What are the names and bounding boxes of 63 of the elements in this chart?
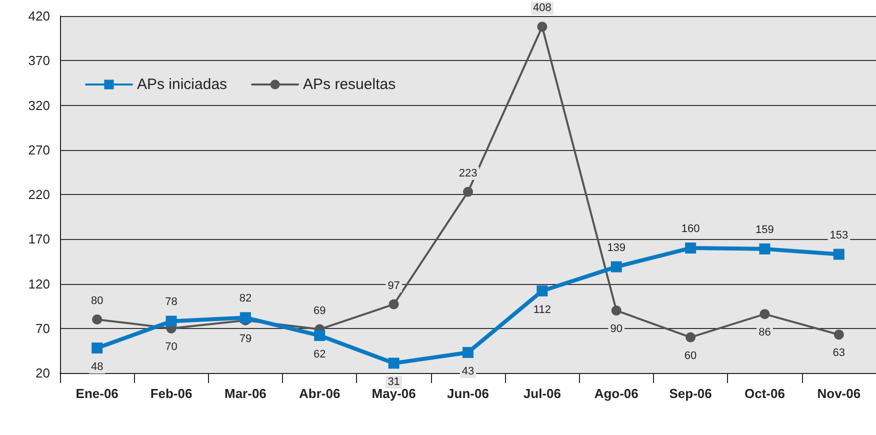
- x-tick-label: Jul-06: [523, 386, 561, 401]
- data-label: 160: [681, 223, 700, 236]
- point: [462, 346, 474, 358]
- data-label: 153: [830, 229, 848, 242]
- point: [463, 186, 473, 197]
- point: [760, 309, 770, 320]
- data-label: 86: [758, 326, 771, 339]
- data-label: 69: [314, 304, 326, 317]
- y-tick-label: 270: [28, 142, 50, 158]
- point: [759, 243, 770, 254]
- data-label: 223: [458, 167, 478, 180]
- data-label: 79: [239, 332, 252, 345]
- point: [92, 342, 103, 354]
- x-tick-label: Ene-06: [76, 386, 118, 401]
- x-tick-label: Feb-06: [150, 386, 192, 401]
- point: [240, 312, 251, 324]
- point: [610, 261, 622, 272]
- point: [166, 316, 177, 327]
- x-tick-label: Jun-06: [447, 386, 489, 401]
- point: [537, 22, 548, 32]
- point: [611, 306, 622, 316]
- data-label: 159: [756, 224, 774, 236]
- x-tick-label: Nov-06: [817, 386, 861, 401]
- point: [686, 332, 696, 342]
- x-tick-label: Sep-06: [669, 386, 712, 401]
- data-label: 112: [533, 304, 551, 316]
- data-label: 70: [165, 340, 178, 353]
- point: [314, 330, 326, 342]
- data-label: 82: [239, 292, 252, 305]
- data-label: 48: [90, 361, 104, 374]
- data-label: 60: [684, 350, 697, 362]
- data-label: 78: [165, 296, 178, 308]
- y-tick-label: 320: [28, 98, 50, 113]
- x-tick-label: Oct-06: [744, 386, 785, 401]
- x-tick-label: Ago-06: [594, 386, 638, 401]
- y-tick-label: 170: [28, 232, 50, 247]
- x-tick-label: Mar-06: [224, 386, 266, 401]
- data-label: 90: [610, 323, 622, 336]
- y-tick-label: 370: [28, 53, 50, 68]
- data-label: 80: [90, 294, 104, 307]
- point: [536, 285, 548, 296]
- y-tick-label: 220: [28, 187, 50, 202]
- point: [388, 299, 399, 310]
- point: [834, 330, 844, 340]
- legend-label: APs iniciadas: [137, 76, 228, 93]
- point: [92, 314, 102, 324]
- y-tick-label: 70: [36, 320, 50, 336]
- x-tick-label: May-06: [372, 386, 416, 401]
- point: [833, 248, 844, 260]
- data-label: 408: [533, 2, 552, 14]
- data-label: 62: [314, 348, 326, 361]
- data-label: 139: [607, 242, 626, 254]
- point: [388, 358, 400, 369]
- y-tick-label: 120: [28, 276, 50, 292]
- x-tick-label: Abr-06: [299, 386, 340, 401]
- data-label: 31: [388, 376, 400, 388]
- data-label: 63: [832, 347, 846, 360]
- point: [685, 242, 696, 254]
- y-tick-label: 420: [28, 8, 50, 24]
- data-label: 43: [462, 365, 474, 378]
- data-label: 97: [388, 280, 400, 292]
- legend-label: APs resueltas: [303, 76, 396, 93]
- y-tick-label: 20: [36, 366, 50, 380]
